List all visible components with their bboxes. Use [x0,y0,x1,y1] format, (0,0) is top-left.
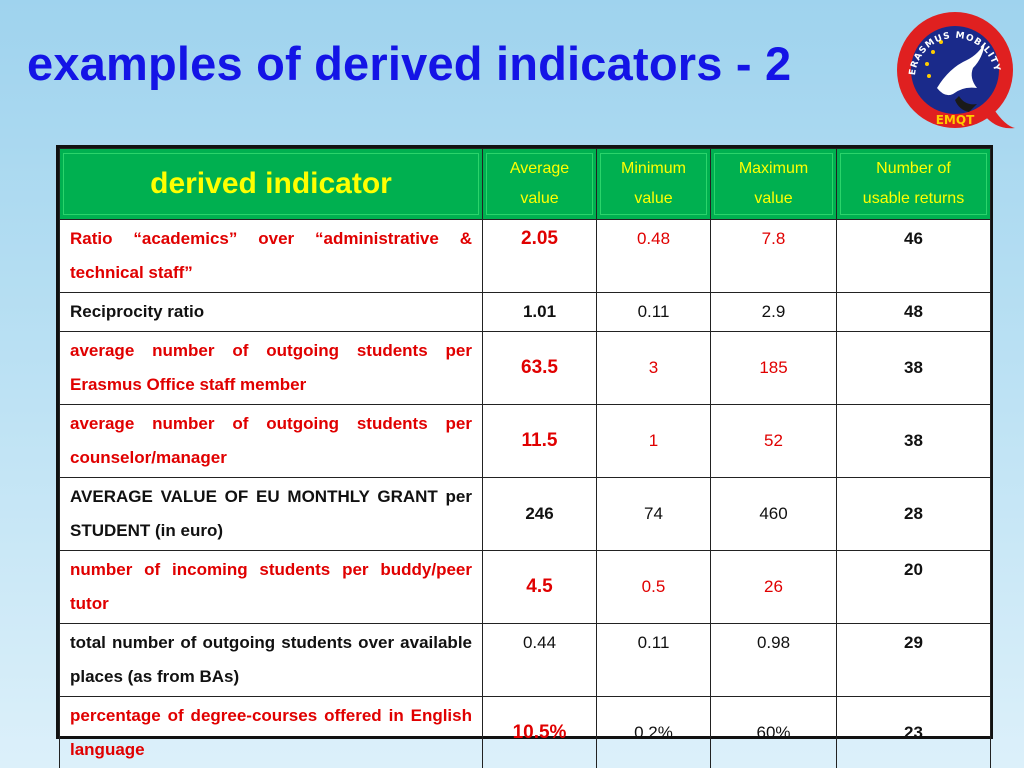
header-maximum-value: Maximum value [710,148,837,220]
row-maximum: 52 [710,404,837,478]
row-returns: 48 [836,292,991,332]
row-maximum: 460 [710,477,837,551]
row-indicator: number of incoming students per buddy/pe… [59,550,483,624]
row-indicator: average number of outgoing students per … [59,404,483,478]
emqt-logo-icon: ERASMUS MOBILITY QUALITY TOOLS EMQT [893,8,1017,132]
row-minimum: 1 [596,404,711,478]
row-returns: 20 [836,550,991,624]
header-average-value: Average value [482,148,597,220]
row-minimum: 0.11 [596,623,711,697]
row-maximum: 185 [710,331,837,405]
row-returns: 46 [836,219,991,293]
row-indicator: AVERAGE VALUE OF EU MONTHLY GRANT per ST… [59,477,483,551]
row-average: 4.5 [482,550,597,624]
table-row: Reciprocity ratio 1.01 0.11 2.9 48 [59,292,991,332]
row-returns: 23 [836,696,991,768]
row-average: 1.01 [482,292,597,332]
slide-title: examples of derived indicators - 2 [27,37,792,90]
row-average: 63.5 [482,331,597,405]
row-minimum: 0.2% [596,696,711,768]
table-row: average number of outgoing students per … [59,404,991,478]
row-average: 246 [482,477,597,551]
header-derived-indicator: derived indicator [59,148,483,220]
logo-label: EMQT [936,113,975,127]
table-row: total number of outgoing students over a… [59,623,991,697]
indicators-table: derived indicator Average value Minimum va… [56,145,993,768]
row-average: 10.5% [482,696,597,768]
row-minimum: 74 [596,477,711,551]
row-indicator: Ratio “academics” over “administrative &… [59,219,483,293]
row-average: 0.44 [482,623,597,697]
row-returns: 28 [836,477,991,551]
table-row: percentage of degree-courses offered in … [59,696,991,768]
row-minimum: 0.11 [596,292,711,332]
row-indicator: average number of outgoing students per … [59,331,483,405]
table-row: AVERAGE VALUE OF EU MONTHLY GRANT per ST… [59,477,991,551]
row-maximum: 60% [710,696,837,768]
row-minimum: 3 [596,331,711,405]
row-minimum: 0.5 [596,550,711,624]
table-row: number of incoming students per buddy/pe… [59,550,991,624]
row-indicator: total number of outgoing students over a… [59,623,483,697]
row-maximum: 7.8 [710,219,837,293]
header-usable-returns: Number of usable returns [836,148,991,220]
row-average: 11.5 [482,404,597,478]
table-row: average number of outgoing students per … [59,331,991,405]
row-returns: 38 [836,331,991,405]
table-row: Ratio “academics” over “administrative &… [59,219,991,293]
row-returns: 29 [836,623,991,697]
row-maximum: 2.9 [710,292,837,332]
row-maximum: 0.98 [710,623,837,697]
header-minimum-value: Minimum value [596,148,711,220]
row-returns: 38 [836,404,991,478]
row-indicator: percentage of degree-courses offered in … [59,696,483,768]
row-maximum: 26 [710,550,837,624]
row-average: 2.05 [482,219,597,293]
row-minimum: 0.48 [596,219,711,293]
row-indicator: Reciprocity ratio [59,292,483,332]
